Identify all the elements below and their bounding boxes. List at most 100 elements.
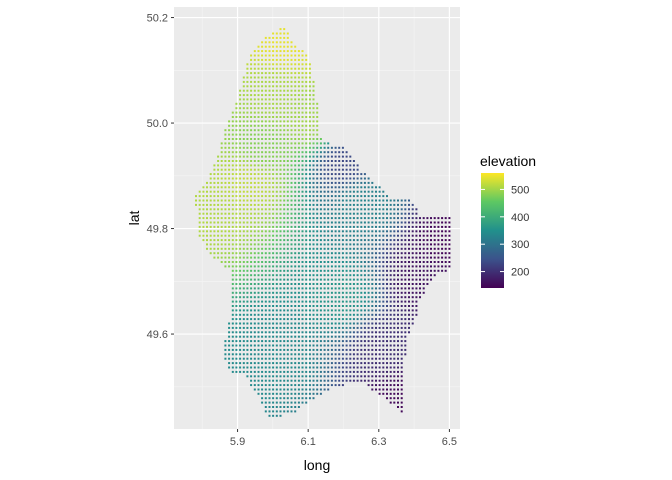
data-point-1168 xyxy=(345,291,348,294)
data-point-2285 xyxy=(253,212,256,215)
data-point-118 xyxy=(250,384,253,387)
data-point-507 xyxy=(319,348,322,351)
data-point-1294 xyxy=(419,283,421,285)
data-point-1946 xyxy=(275,234,278,237)
data-point-1718 xyxy=(433,252,436,255)
data-point-252 xyxy=(279,370,282,373)
data-point-693 xyxy=(275,331,278,334)
data-point-3081 xyxy=(242,133,245,136)
data-point-2613 xyxy=(202,186,205,189)
data-point-147 xyxy=(378,384,381,387)
data-point-2327 xyxy=(408,212,410,215)
data-point-613 xyxy=(341,340,344,343)
data-point-3437 xyxy=(272,63,275,66)
data-point-3128 xyxy=(228,124,231,127)
data-point-194 xyxy=(397,379,399,382)
data-point-326 xyxy=(375,366,377,369)
data-point-2185 xyxy=(393,221,396,224)
data-point-1700 xyxy=(367,252,370,255)
data-point-3319 xyxy=(257,89,260,92)
data-point-2842 xyxy=(239,164,242,167)
data-point-1661 xyxy=(224,252,227,255)
data-point-1756 xyxy=(327,247,330,250)
data-point-701 xyxy=(305,331,308,334)
data-point-2329 xyxy=(415,212,418,215)
data-point-1322 xyxy=(323,278,326,281)
data-point-1603 xyxy=(253,256,256,259)
data-point-379 xyxy=(393,362,396,365)
data-point-1175 xyxy=(371,291,374,294)
data-point-1822 xyxy=(323,243,326,246)
data-point-474 xyxy=(382,353,385,356)
data-point-1010 xyxy=(330,305,333,307)
data-point-142 xyxy=(338,384,341,387)
data-point-2763 xyxy=(250,173,253,176)
data-point-1328 xyxy=(345,278,348,281)
data-point-994 xyxy=(272,305,275,307)
data-point-1708 xyxy=(397,252,399,255)
data-point-559 xyxy=(327,344,330,347)
data-point-1146 xyxy=(264,291,267,294)
data-point-3046 xyxy=(319,142,322,145)
data-point-1942 xyxy=(261,234,264,237)
data-point-2767 xyxy=(264,173,267,176)
legend-colorbar xyxy=(481,173,504,288)
data-point-579 xyxy=(400,344,403,347)
data-point-226 xyxy=(356,375,359,378)
data-point-3228 xyxy=(242,107,245,110)
data-point-1557 xyxy=(323,261,326,263)
data-point-3287 xyxy=(294,98,297,101)
data-point-72 xyxy=(290,392,293,395)
data-point-3501 xyxy=(283,45,286,48)
data-point-2938 xyxy=(308,155,311,158)
data-point-2416 xyxy=(290,203,293,206)
data-point-982 xyxy=(415,309,418,312)
data-point-3475 xyxy=(290,54,293,57)
data-point-1957 xyxy=(316,234,319,237)
data-point-2849 xyxy=(264,164,267,167)
data-point-3216 xyxy=(283,111,286,114)
data-point-1327 xyxy=(341,278,344,281)
data-point-140 xyxy=(330,384,333,387)
data-point-3261 xyxy=(279,102,282,105)
data-point-546 xyxy=(279,344,282,347)
data-point-641 xyxy=(264,335,267,338)
data-point-2294 xyxy=(286,212,289,215)
data-point-531 xyxy=(224,344,227,347)
data-point-642 xyxy=(268,335,271,338)
data-point-2036 xyxy=(352,230,355,233)
data-point-2093 xyxy=(308,225,311,228)
data-point-1331 xyxy=(356,278,359,281)
data-point-3265 xyxy=(294,102,297,105)
data-point-2267 xyxy=(441,217,444,220)
data-point-3198 xyxy=(305,116,308,118)
data-point-2469 xyxy=(264,199,267,202)
data-point-1085 xyxy=(231,296,234,299)
data-point-1764 xyxy=(356,247,359,250)
data-point-3281 xyxy=(272,98,275,101)
data-point-457 xyxy=(319,353,322,356)
data-point-1923 xyxy=(444,239,447,242)
data-point-2030 xyxy=(330,230,333,233)
data-point-2222 xyxy=(275,217,278,220)
data-point-2072 xyxy=(231,225,234,228)
data-point-866 xyxy=(360,318,363,321)
data-point-2950 xyxy=(220,151,223,154)
data-point-890 xyxy=(264,313,267,316)
data-point-449 xyxy=(290,353,293,356)
data-point-1006 xyxy=(316,305,319,307)
data-point-1288 xyxy=(397,283,399,285)
data-point-2608 xyxy=(367,190,370,193)
data-point-2798 xyxy=(224,168,227,171)
data-point-3461 xyxy=(297,58,300,61)
data-point-292 xyxy=(250,366,253,369)
data-point-244 xyxy=(250,370,253,373)
data-point-2167 xyxy=(327,221,330,224)
data-point-1996 xyxy=(206,230,208,233)
data-point-132 xyxy=(301,384,304,387)
data-point-2345 xyxy=(253,208,256,211)
data-point-601 xyxy=(297,340,300,343)
data-point-2774 xyxy=(290,173,293,176)
data-point-320 xyxy=(352,366,355,369)
data-point-2998 xyxy=(268,146,271,149)
